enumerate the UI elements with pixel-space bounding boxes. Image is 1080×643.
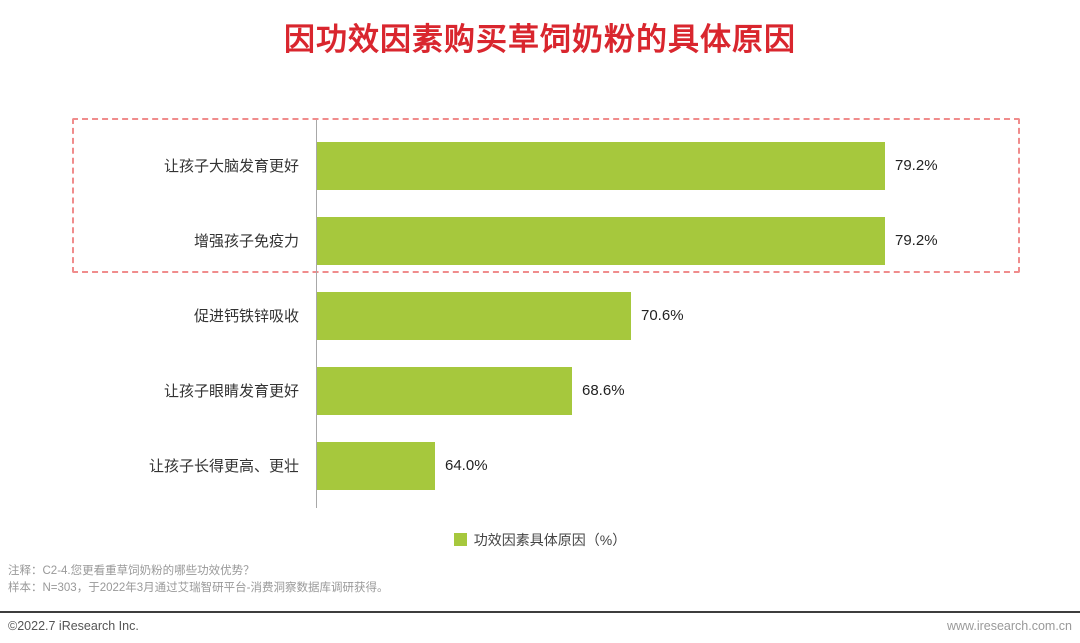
bar-row: 让孩子长得更高、更壮 64.0% bbox=[0, 428, 1080, 503]
footnotes: 注释：C2-4.您更看重草饲奶粉的哪些功效优势？ 样本：N=303，于2022年… bbox=[8, 563, 389, 598]
bar-rows: 让孩子大脑发育更好 79.2% 增强孩子免疫力 79.2% 促进钙铁锌吸收 70… bbox=[0, 128, 1080, 503]
bar-plot: 70.6% bbox=[317, 291, 1080, 340]
bar bbox=[317, 441, 435, 490]
chart-title: 因功效因素购买草饲奶粉的具体原因 bbox=[284, 22, 796, 57]
bar-plot: 79.2% bbox=[317, 141, 1080, 190]
category-label: 让孩子长得更高、更壮 bbox=[148, 458, 299, 475]
note-line-2: 样本：N=303，于2022年3月通过艾瑞智研平台-消费洞察数据库调研获得。 bbox=[8, 582, 389, 595]
legend-swatch-icon bbox=[453, 533, 467, 546]
legend: 功效因素具体原因（%） bbox=[0, 530, 1080, 550]
bar-plot: 68.6% bbox=[317, 366, 1080, 415]
value-label: 70.6% bbox=[641, 307, 684, 324]
legend-label: 功效因素具体原因（%） bbox=[473, 532, 627, 548]
bar bbox=[317, 216, 885, 265]
bar-row: 增强孩子免疫力 79.2% bbox=[0, 203, 1080, 278]
category-label: 让孩子大脑发育更好 bbox=[163, 158, 299, 175]
bar-chart: 让孩子大脑发育更好 79.2% 增强孩子免疫力 79.2% 促进钙铁锌吸收 70… bbox=[0, 118, 1080, 643]
footer-url: www.iresearch.com.cn bbox=[946, 619, 1072, 633]
value-label: 64.0% bbox=[445, 457, 488, 474]
bar-plot: 79.2% bbox=[317, 216, 1080, 265]
bar-plot: 64.0% bbox=[317, 441, 1080, 490]
bar bbox=[317, 141, 885, 190]
category-label: 增强孩子免疫力 bbox=[193, 233, 299, 250]
highlight-box bbox=[72, 118, 1020, 273]
bar bbox=[317, 291, 631, 340]
category-label: 促进钙铁锌吸收 bbox=[193, 308, 299, 325]
bar-row: 让孩子大脑发育更好 79.2% bbox=[0, 128, 1080, 203]
bar-row: 让孩子眼睛发育更好 68.6% bbox=[0, 353, 1080, 428]
bar-row: 促进钙铁锌吸收 70.6% bbox=[0, 278, 1080, 353]
category-label: 让孩子眼睛发育更好 bbox=[163, 383, 299, 400]
value-label: 68.6% bbox=[582, 382, 625, 399]
y-axis-line bbox=[316, 120, 317, 508]
value-label: 79.2% bbox=[895, 232, 938, 249]
value-label: 79.2% bbox=[895, 157, 938, 174]
bar bbox=[317, 366, 572, 415]
footer-copyright: ©2022.7 iResearch Inc. bbox=[8, 619, 139, 633]
note-line-1: 注释：C2-4.您更看重草饲奶粉的哪些功效优势？ bbox=[8, 565, 255, 577]
footer-divider bbox=[0, 611, 1080, 613]
